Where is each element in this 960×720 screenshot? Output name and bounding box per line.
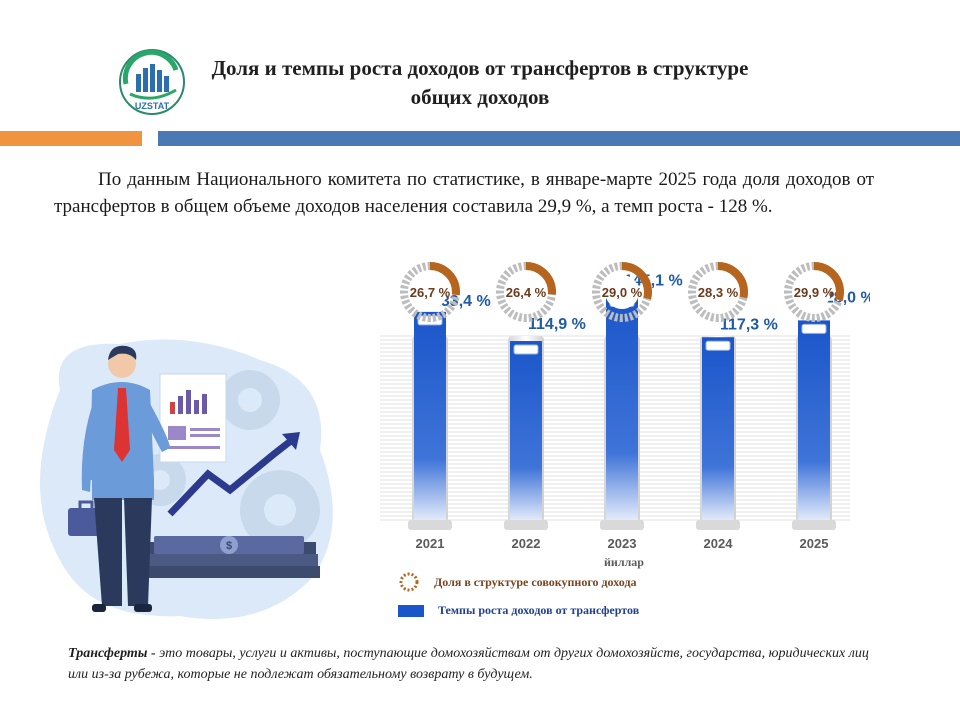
share-value-label: 29,9 %: [794, 285, 835, 300]
year-tick-label: 2025: [800, 536, 829, 551]
share-value-label: 26,7 %: [410, 285, 451, 300]
page-title: Доля и темпы роста доходов от трансферто…: [211, 56, 749, 109]
share-ring-arc: [784, 262, 844, 322]
bar-cap: [705, 340, 731, 351]
growth-bar: [606, 293, 638, 522]
svg-text:$: $: [226, 540, 232, 552]
header-rule-orange: [0, 131, 142, 146]
bar-base: [696, 520, 740, 530]
footnote: Трансферты - это товары, услуги и активы…: [68, 643, 888, 685]
year-tick-label: 2024: [704, 536, 734, 551]
year-tick-label: 2023: [608, 536, 637, 551]
legend-share: Доля в структуре совокупного дохода: [398, 571, 637, 593]
share-value-label: 28,3 %: [698, 285, 739, 300]
bar-base: [600, 520, 644, 530]
share-ring-center: [701, 275, 735, 309]
share-ring-center: [605, 275, 639, 309]
year-tick-label: 2021: [416, 536, 445, 551]
bar-base: [792, 520, 836, 530]
growth-value-label: 114,9 %: [528, 316, 586, 333]
share-ring-arc: [688, 262, 748, 322]
growth-value-label: 117,3 %: [720, 316, 778, 333]
uzstat-logo: UZSTAT: [119, 49, 185, 115]
growth-bar: [798, 320, 830, 522]
legend-growth: Темпы роста доходов от трансфертов: [398, 603, 639, 618]
x-axis-title: йиллар: [604, 555, 644, 569]
growth-bar: [414, 311, 446, 522]
footnote-text: это товары, услуги и активы, поступающие…: [68, 646, 869, 682]
share-ring-center: [509, 275, 543, 309]
legend-growth-swatch: [398, 604, 424, 617]
share-ring-arc: [496, 262, 556, 322]
intro-paragraph: По данным Национального комитета по стат…: [54, 169, 874, 217]
bar-cap: [513, 344, 539, 355]
bar-base: [504, 520, 548, 530]
share-ring-center: [413, 275, 447, 309]
header-rule-blue: [158, 131, 960, 146]
share-value-label: 29,0 %: [602, 285, 643, 300]
businessman-illustration: $: [40, 339, 333, 620]
year-tick-label: 2022: [512, 536, 541, 551]
bar-cap: [801, 323, 827, 334]
share-ring-arc: [592, 262, 652, 322]
share-ring-center: [797, 275, 831, 309]
bar-base: [408, 520, 452, 530]
footnote-term: Трансферты -: [68, 646, 156, 661]
growth-value-label: 133,4 %: [432, 293, 491, 310]
legend-share-ring-icon: [399, 572, 419, 592]
legend-share-label: Доля в структуре совокупного дохода: [434, 574, 637, 589]
svg-text:UZSTAT: UZSTAT: [135, 101, 170, 111]
growth-bar: [510, 341, 542, 522]
legend-growth-label: Темпы роста доходов от трансфертов: [438, 603, 640, 617]
share-value-label: 26,4 %: [506, 285, 547, 300]
growth-bar: [702, 337, 734, 522]
share-ring-arc: [400, 262, 460, 322]
